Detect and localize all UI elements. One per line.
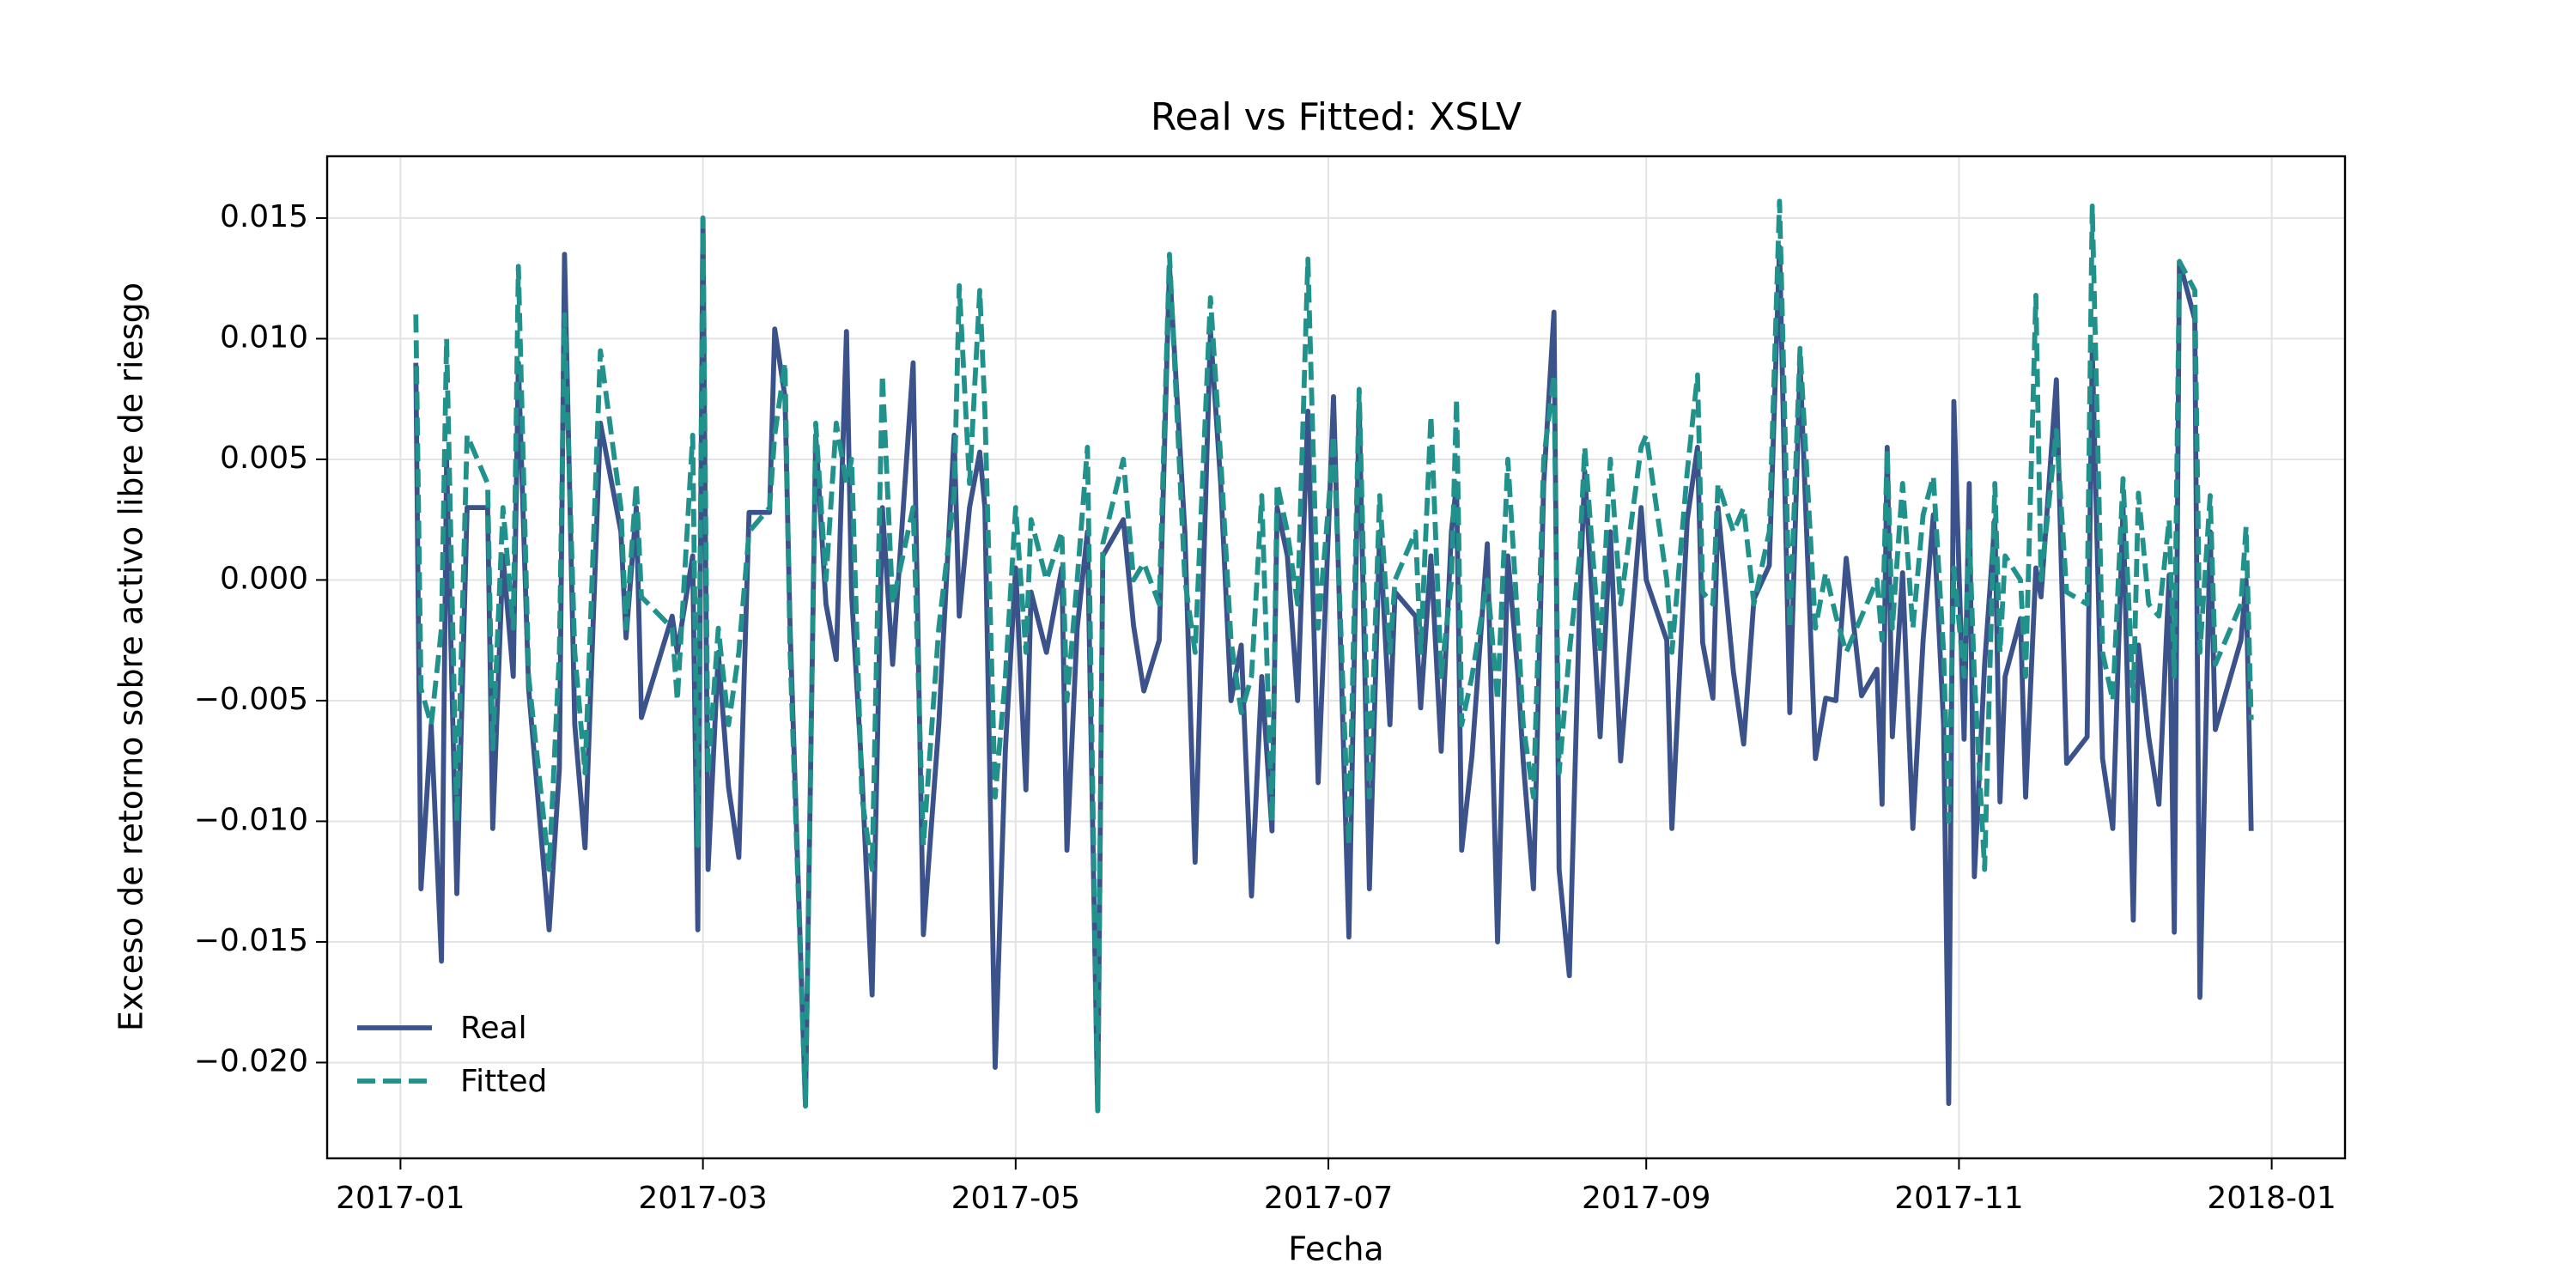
y-tick-label: 0.010	[220, 319, 308, 355]
chart-title: Real vs Fitted: XSLV	[1151, 95, 1522, 139]
y-tick-label: −0.010	[194, 802, 308, 837]
y-tick-label: 0.005	[220, 440, 308, 476]
y-tick-label: −0.020	[194, 1043, 308, 1078]
x-tick-label: 2017-01	[336, 1181, 465, 1216]
x-tick-label: 2017-05	[951, 1181, 1080, 1216]
y-tick-label: 0.015	[220, 199, 308, 234]
data-line	[413, 216, 2254, 1114]
x-tick-label: 2017-11	[1894, 1181, 2023, 1216]
x-tick-label: 2017-09	[1582, 1181, 1710, 1216]
legend-label: Fitted	[460, 1064, 547, 1099]
data-line	[413, 198, 2254, 1114]
y-tick-label: −0.015	[194, 923, 308, 958]
plot-frame	[325, 155, 2347, 1160]
x-axis-label: Fecha	[1288, 1230, 1383, 1268]
y-tick-label: −0.005	[194, 682, 308, 717]
x-tick-label: 2017-03	[638, 1181, 767, 1216]
x-tick-label: 2018-01	[2207, 1181, 2336, 1216]
y-axis-label: Exceso de retorno sobre activo libre de …	[112, 283, 150, 1031]
x-tick-label: 2017-07	[1264, 1181, 1393, 1216]
legend-label: Real	[460, 1011, 527, 1046]
y-tick-label: 0.000	[220, 561, 308, 596]
